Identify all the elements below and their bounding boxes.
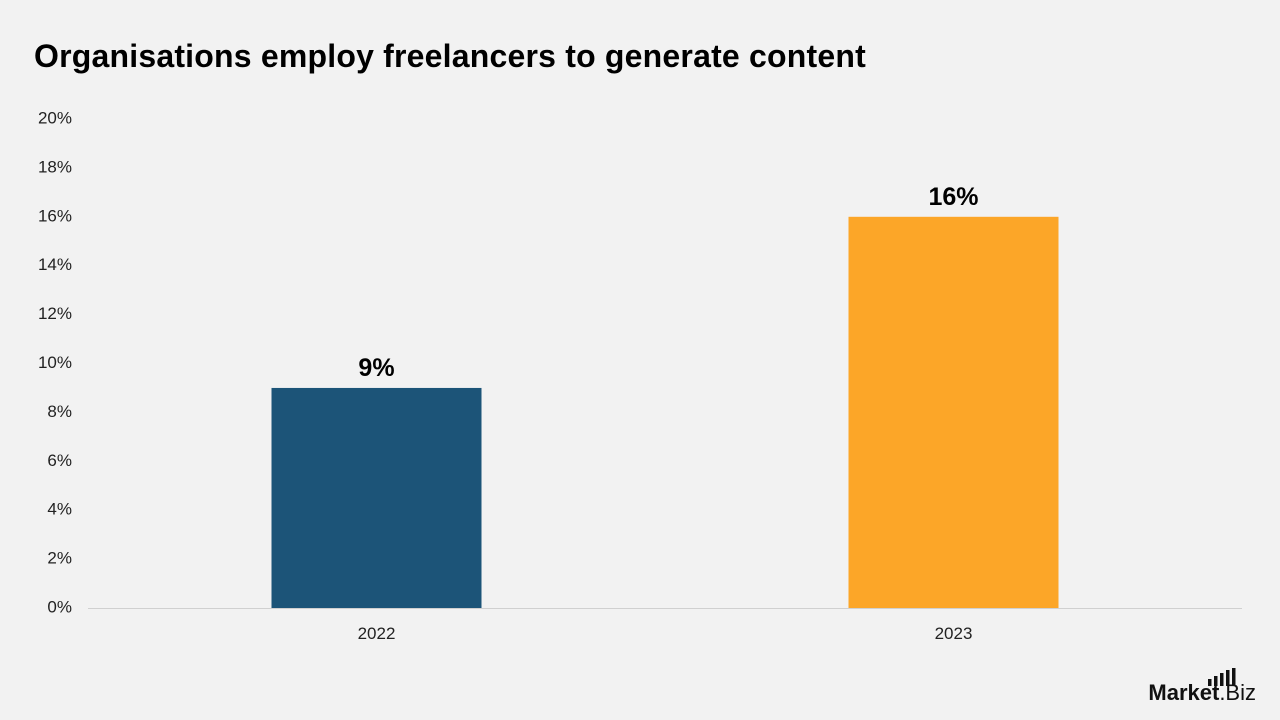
- x-tick-label-2023: 2023: [935, 624, 973, 643]
- y-tick-label: 20%: [38, 108, 72, 127]
- data-label-2023: 16%: [928, 183, 978, 211]
- y-tick-label: 6%: [47, 451, 72, 470]
- y-tick-label: 0%: [47, 597, 72, 616]
- marketbiz-logo: Market .Biz: [1148, 668, 1256, 706]
- logo-text-bold: Market: [1148, 680, 1220, 705]
- logo-text-regular: .Biz: [1219, 680, 1256, 705]
- y-tick-label: 2%: [47, 549, 72, 568]
- y-tick-label: 16%: [38, 206, 72, 225]
- y-tick-label: 8%: [47, 402, 72, 421]
- y-tick-label: 14%: [38, 255, 72, 274]
- chart-title: Organisations employ freelancers to gene…: [34, 38, 866, 74]
- x-tick-label-2022: 2022: [358, 624, 396, 643]
- logo-bars-icon: [1208, 668, 1236, 686]
- bar-2023: [848, 216, 1059, 609]
- y-tick-label: 18%: [38, 157, 72, 176]
- data-label-2022: 9%: [358, 354, 394, 382]
- y-tick-label: 12%: [38, 304, 72, 323]
- y-tick-label: 4%: [47, 500, 72, 519]
- y-tick-label: 10%: [38, 353, 72, 372]
- bar-2022: [271, 387, 482, 608]
